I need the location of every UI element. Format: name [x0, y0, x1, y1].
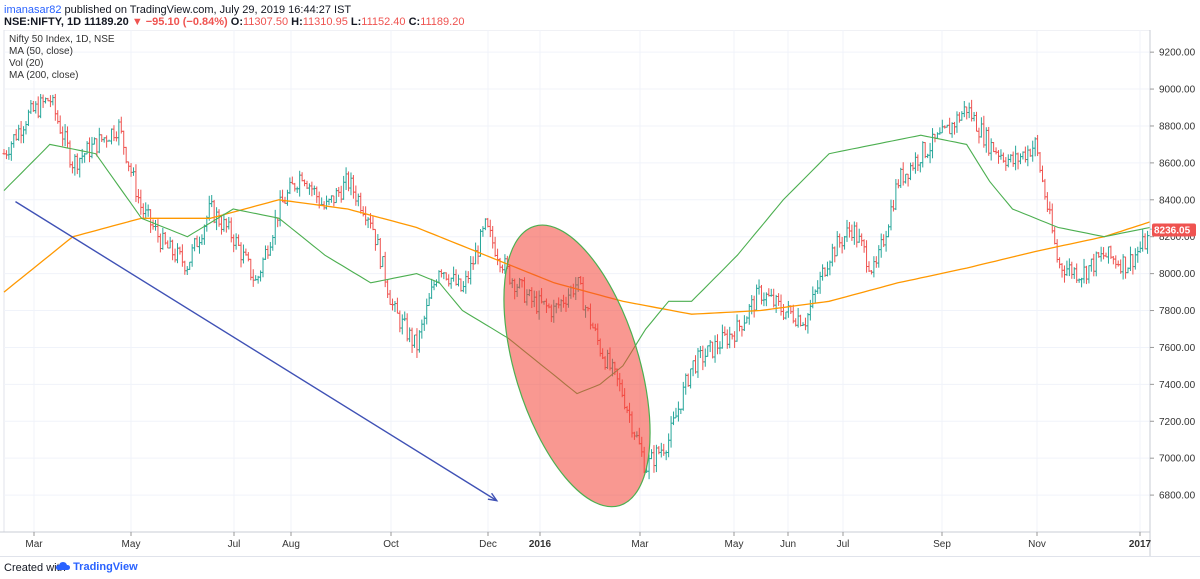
x-tick-label: Mar: [25, 539, 43, 550]
publish-line: imanasar82 published on TradingView.com,…: [4, 4, 351, 16]
x-tick-label: Oct: [383, 539, 399, 550]
symbol-label: NSE:NIFTY, 1D: [4, 16, 82, 28]
current-price-tag: 8236.05: [1152, 223, 1196, 237]
y-tick-label: 7600.00: [1159, 343, 1196, 354]
price-axis[interactable]: 6800.00 7000.00 7200.00 7400.00 7600.00 7800.…: [1149, 30, 1196, 556]
x-tick-label: Nov: [1028, 539, 1046, 550]
y-tick-label: 8600.00: [1159, 158, 1196, 169]
last-price: 11189.20: [84, 16, 129, 28]
low-label: L:: [350, 16, 362, 28]
created-with-text: Created with: [4, 562, 66, 574]
high-value: 11310.95: [302, 16, 348, 28]
x-tick-label: Dec: [479, 539, 497, 550]
open-label: O:: [230, 16, 243, 28]
high-label: H:: [291, 16, 303, 28]
price-chart[interactable]: 6800.00 7000.00 7200.00 7400.00 7600.00 7800.…: [0, 30, 1200, 556]
y-tick-label: 7000.00: [1159, 454, 1196, 465]
drawing-annotations[interactable]: [15, 201, 679, 524]
published-text: published on TradingView.com, July 29, 2…: [64, 4, 352, 16]
close-value: 11189.20: [420, 16, 465, 28]
x-tick-label: 2016: [529, 539, 552, 550]
chart-legend: Nifty 50 Index, 1D, NSE MA (50, close) V…: [9, 34, 115, 82]
x-tick-label: 2017: [1129, 539, 1152, 550]
chart-header: imanasar82 published on TradingView.com,…: [0, 0, 1200, 30]
y-tick-label: 9000.00: [1159, 85, 1196, 96]
y-tick-label: 9200.00: [1159, 48, 1196, 59]
legend-title: Nifty 50 Index, 1D, NSE: [9, 34, 115, 45]
open-value: 11307.50: [243, 16, 289, 28]
y-tick-label: 8800.00: [1159, 121, 1196, 132]
ohlc-line: NSE:NIFTY, 1D 11189.20 ▼ −95.10 (−0.84%)…: [4, 16, 464, 28]
price-change: ▼ −95.10 (−0.84%): [131, 16, 228, 28]
time-axis[interactable]: Mar May Jul Aug Oct Dec 2016 Mar May Jun Jul Sep Nov…: [0, 531, 1152, 550]
close-label: C:: [408, 16, 421, 28]
tradingview-cloud-icon: [56, 562, 70, 570]
trendline-arrow[interactable]: [15, 201, 498, 502]
current-price-text: 8236.05: [1154, 226, 1191, 237]
arrowhead: [487, 492, 499, 502]
x-tick-label: Sep: [933, 539, 951, 550]
y-tick-label: 8400.00: [1159, 195, 1196, 206]
tradingview-logo[interactable]: TradingView: [56, 561, 138, 573]
y-tick-label: 8200.00: [1159, 232, 1196, 243]
x-tick-label: Aug: [282, 539, 300, 550]
legend-vol[interactable]: Vol (20): [9, 58, 44, 69]
tradingview-brand: TradingView: [73, 561, 138, 573]
x-tick-label: May: [122, 539, 141, 550]
x-tick-label: Jul: [228, 539, 241, 550]
x-tick-label: Jun: [780, 539, 796, 550]
legend-ma50[interactable]: MA (50, close): [9, 46, 73, 57]
highlight-ellipse[interactable]: [475, 208, 679, 523]
y-tick-label: 7200.00: [1159, 417, 1196, 428]
author-link[interactable]: imanasar82: [4, 4, 62, 16]
x-tick-label: Jul: [837, 539, 850, 550]
y-tick-label: 6800.00: [1159, 491, 1196, 502]
low-value: 11152.40: [361, 16, 406, 28]
footer: Created with TradingView: [0, 556, 1200, 579]
x-tick-label: May: [725, 539, 744, 550]
legend-ma200[interactable]: MA (200, close): [9, 70, 79, 81]
y-tick-label: 7800.00: [1159, 306, 1196, 317]
x-tick-label: Mar: [631, 539, 649, 550]
y-tick-label: 8000.00: [1159, 269, 1196, 280]
y-tick-label: 7400.00: [1159, 380, 1196, 391]
